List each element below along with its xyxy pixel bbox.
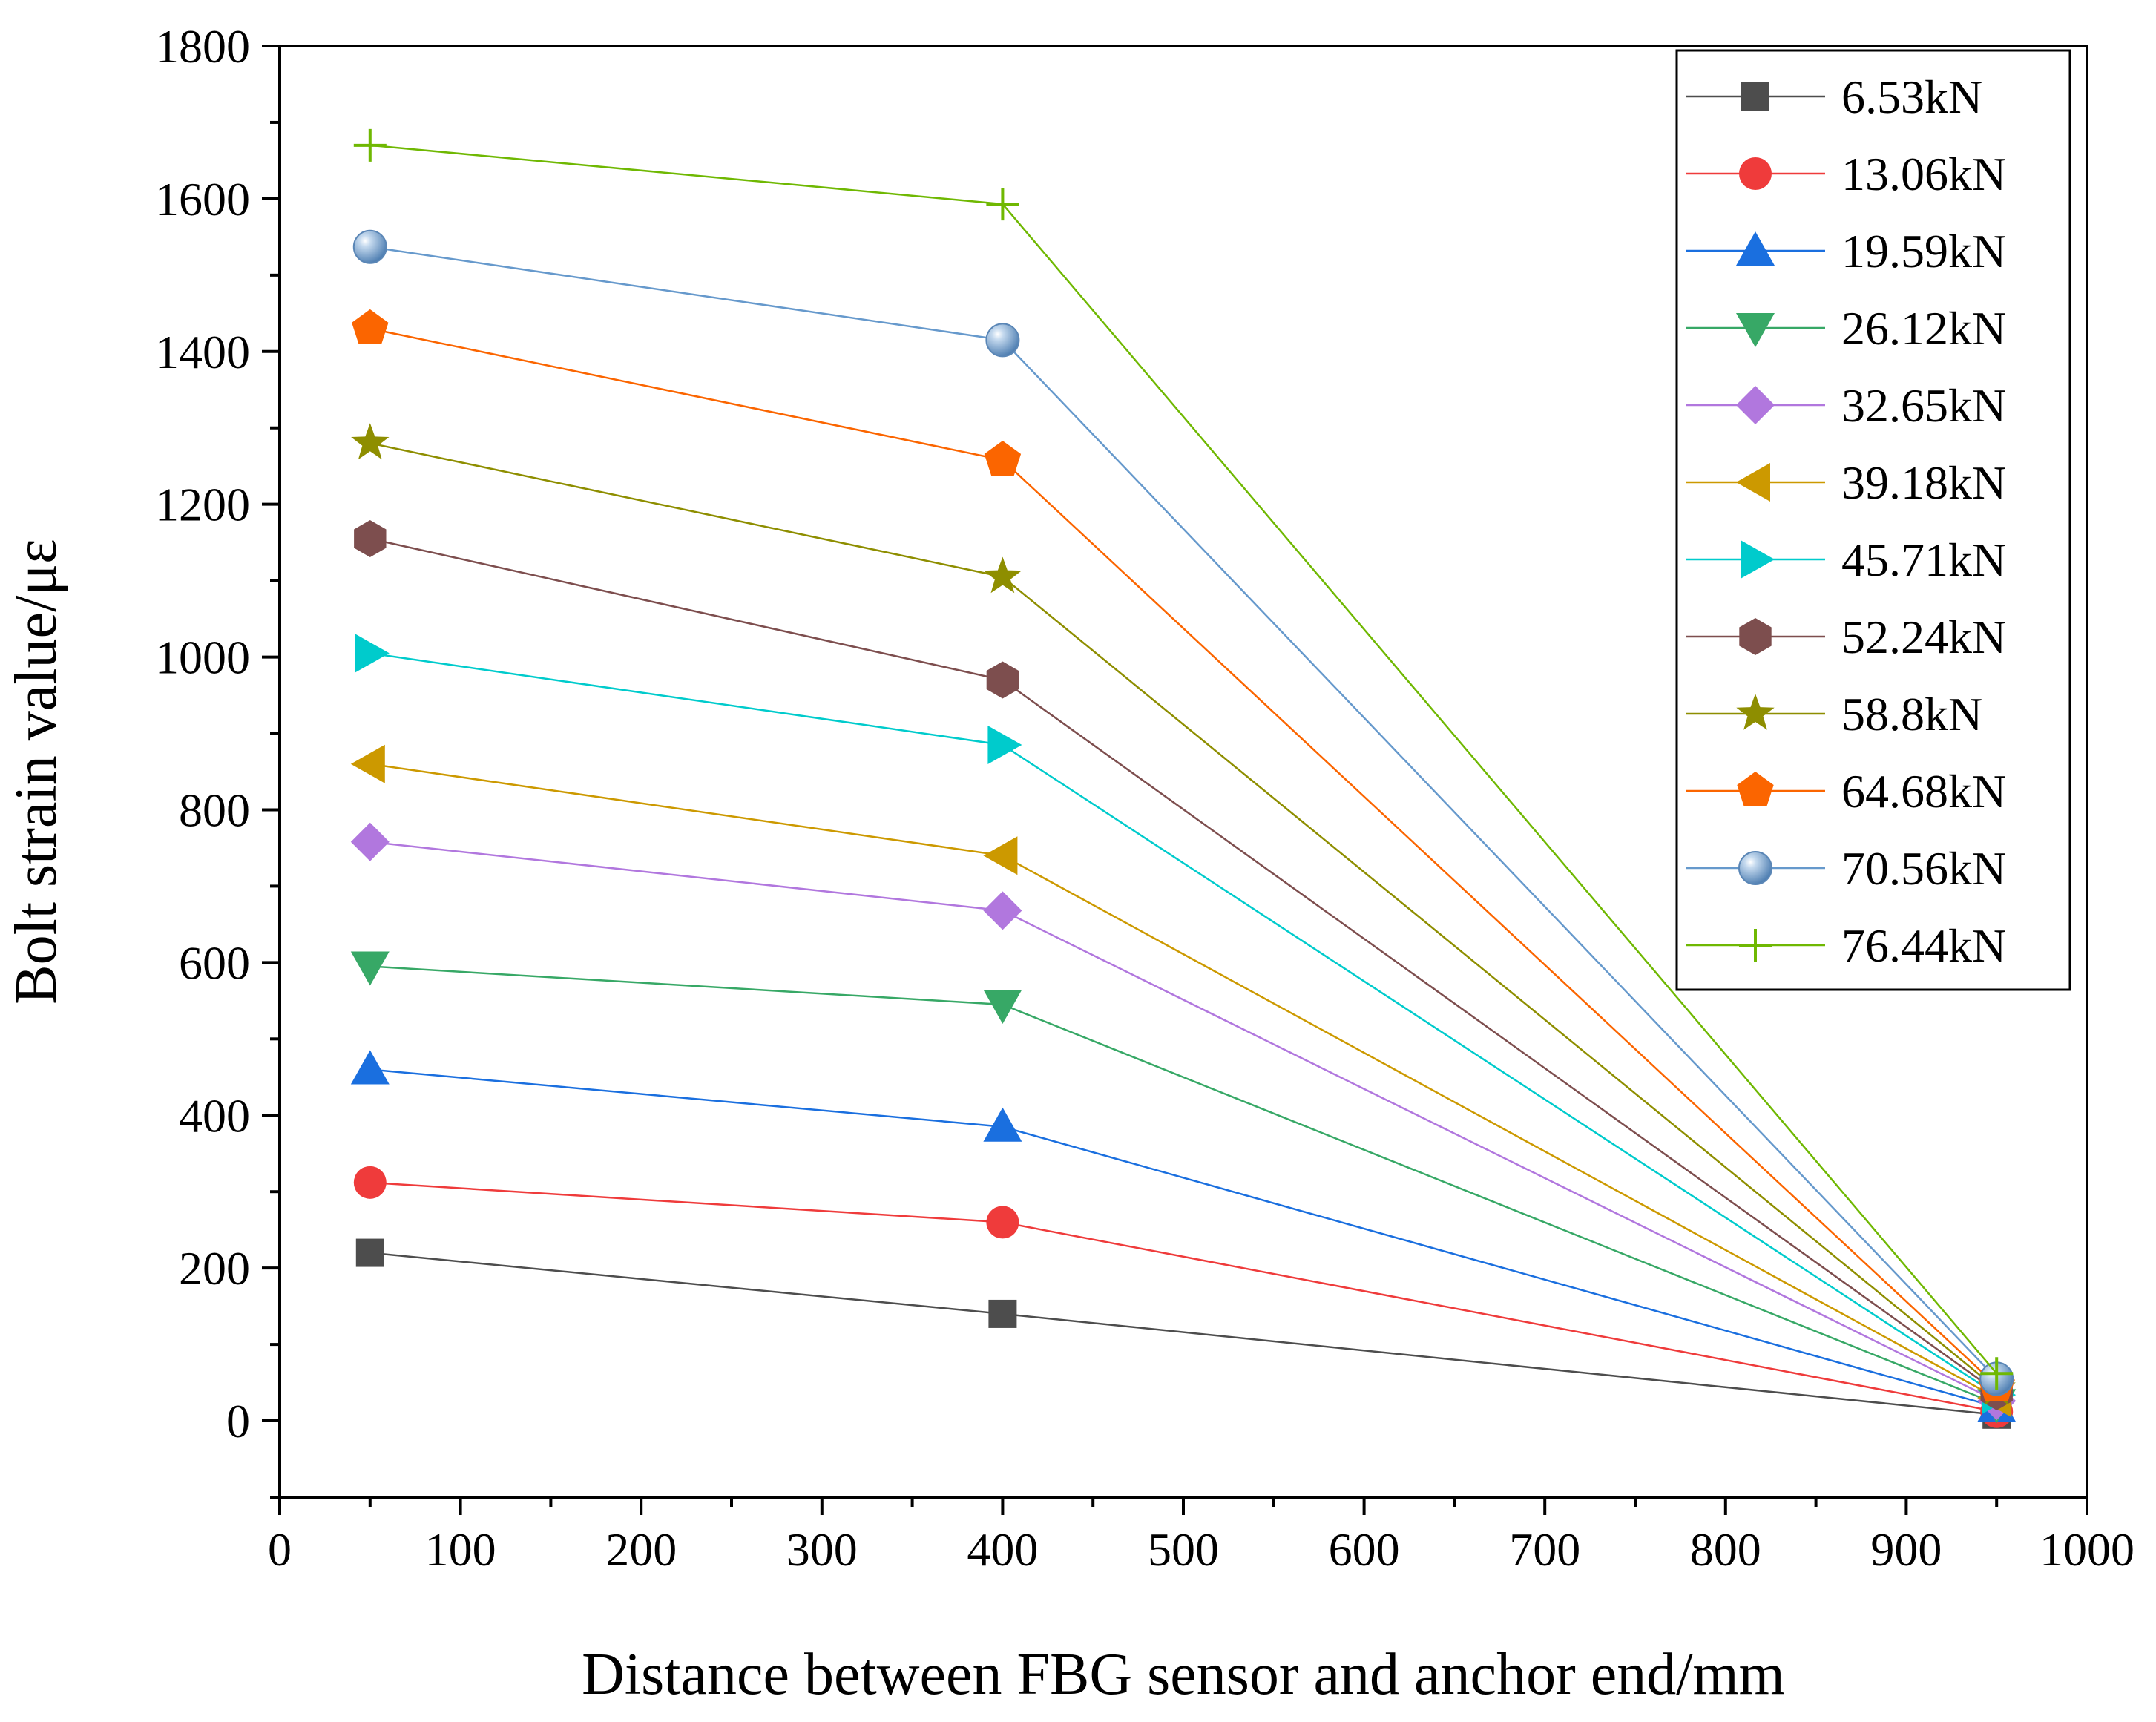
legend-item: 26.12kN	[1686, 302, 2006, 355]
series-13.06kN	[353, 1166, 2014, 1428]
legend-marker	[1737, 772, 1774, 806]
legend-label: 58.8kN	[1841, 688, 1982, 740]
y-tick-label: 1400	[155, 326, 250, 378]
data-point	[351, 423, 390, 460]
legend-marker	[1736, 386, 1775, 424]
legend-item: 6.53kN	[1686, 70, 1982, 123]
legend-marker	[1741, 540, 1775, 579]
data-point	[986, 1206, 1019, 1239]
legend-label: 32.65kN	[1841, 379, 2006, 432]
legend-item: 76.44kN	[1686, 919, 2006, 972]
legend-marker	[1736, 231, 1775, 266]
x-tick-label: 800	[1690, 1523, 1761, 1576]
legend-label: 76.44kN	[1841, 919, 2006, 972]
series-layer	[350, 128, 2017, 1429]
x-tick-label: 200	[605, 1523, 677, 1576]
legend-marker	[1739, 618, 1772, 655]
legend-item: 70.56kN	[1686, 842, 2006, 895]
data-point	[352, 309, 389, 344]
legend-marker	[1736, 463, 1770, 502]
y-tick-label: 1000	[155, 631, 250, 684]
y-tick-label: 0	[226, 1395, 250, 1447]
legend-item: 45.71kN	[1686, 533, 2006, 586]
data-point	[986, 661, 1019, 699]
series-line	[369, 1068, 1997, 1408]
x-tick-label: 700	[1509, 1523, 1580, 1576]
y-tick-label: 800	[179, 783, 250, 836]
legend-label: 70.56kN	[1841, 842, 2006, 895]
legend-label: 26.12kN	[1841, 302, 2006, 355]
data-point	[350, 1050, 390, 1085]
legend-marker	[1739, 929, 1772, 962]
data-point	[354, 520, 387, 557]
series-line	[369, 1252, 1997, 1416]
x-tick-label: 900	[1870, 1523, 1942, 1576]
legend-label: 52.24kN	[1841, 611, 2006, 663]
series-70.56kN	[352, 229, 2014, 1396]
data-point	[987, 726, 1022, 764]
data-point	[983, 990, 1022, 1024]
data-point	[352, 229, 387, 264]
data-point	[986, 188, 1019, 221]
axes: 0 100 200 300 400 500 600 700 800 900 1000 0 200 400 6…	[155, 20, 2134, 1576]
legend-marker	[1736, 313, 1775, 347]
legend-item: 64.68kN	[1686, 765, 2006, 818]
data-point	[983, 891, 1022, 930]
legend-label: 19.59kN	[1841, 225, 2006, 277]
x-tick-label: 100	[425, 1523, 496, 1576]
legend-item: 58.8kN	[1686, 688, 1982, 740]
legend-label: 45.71kN	[1841, 533, 2006, 586]
x-tick-label: 500	[1148, 1523, 1219, 1576]
data-point	[1980, 1357, 2014, 1390]
data-point	[988, 1299, 1017, 1328]
data-point	[983, 1107, 1022, 1142]
y-tick-label: 1600	[155, 173, 250, 226]
legend-item: 39.18kN	[1686, 456, 2006, 509]
data-point	[985, 323, 1020, 358]
y-axis-title: Bolt strain value/με	[4, 539, 69, 1005]
y-tick-label: 1200	[155, 479, 250, 531]
x-tick-label: 1000	[2040, 1523, 2134, 1576]
legend-item: 19.59kN	[1686, 225, 2006, 277]
data-point	[350, 951, 390, 986]
legend-label: 13.06kN	[1841, 148, 2006, 200]
y-tick-label: 200	[179, 1242, 250, 1295]
data-point	[355, 634, 390, 673]
x-tick-label: 400	[967, 1523, 1038, 1576]
x-tick-label: 0	[268, 1523, 292, 1576]
legend-label: 39.18kN	[1841, 456, 2006, 509]
data-point	[984, 441, 1022, 476]
series-52.24kN	[354, 520, 2013, 1410]
legend-marker	[1741, 82, 1769, 111]
series-6.53kN	[355, 1238, 2011, 1429]
data-point	[353, 1166, 387, 1199]
series-26.12kN	[350, 951, 2017, 1424]
y-tick-label: 400	[179, 1089, 250, 1142]
legend-marker	[1739, 157, 1772, 190]
legend: 6.53kN 13.06kN 19.59kN 26.12kN 32.65kN 39.18k…	[1675, 49, 2071, 991]
legend-label: 64.68kN	[1841, 765, 2006, 818]
data-point	[355, 1238, 384, 1267]
data-point	[353, 128, 387, 162]
y-tick-label: 600	[179, 936, 250, 989]
x-tick-label: 300	[786, 1523, 858, 1576]
legend-label: 6.53kN	[1841, 70, 1982, 123]
series-19.59kN	[350, 1050, 2017, 1422]
series-76.44kN	[353, 128, 2014, 1390]
data-point	[983, 836, 1018, 875]
data-point	[350, 744, 385, 783]
data-point	[983, 556, 1022, 594]
legend-box	[1675, 49, 2071, 991]
x-axis-title: Distance between FBG sensor and anchor e…	[582, 1642, 1785, 1707]
legend-item: 52.24kN	[1686, 611, 2006, 663]
data-point	[350, 822, 390, 861]
legend-item: 13.06kN	[1686, 148, 2006, 200]
legend-marker	[1736, 694, 1775, 730]
y-tick-label: 1800	[155, 20, 250, 73]
legend-marker	[1738, 851, 1772, 885]
x-tick-label: 600	[1329, 1523, 1400, 1576]
legend-item: 32.65kN	[1686, 379, 2006, 432]
